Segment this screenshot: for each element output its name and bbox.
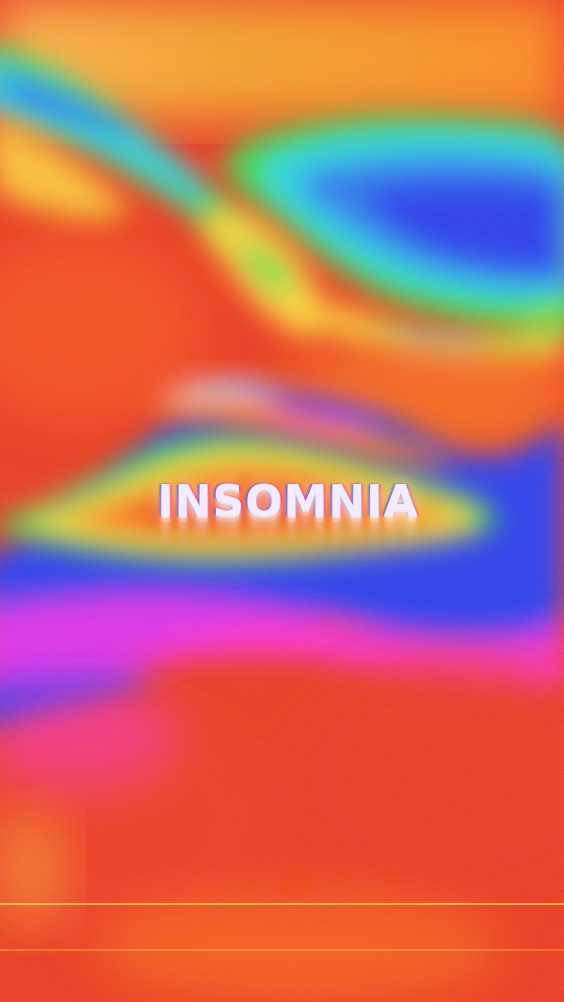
- scanline: [0, 949, 564, 951]
- poster-title: INSOMNIA: [157, 476, 419, 527]
- scanline: [0, 903, 564, 905]
